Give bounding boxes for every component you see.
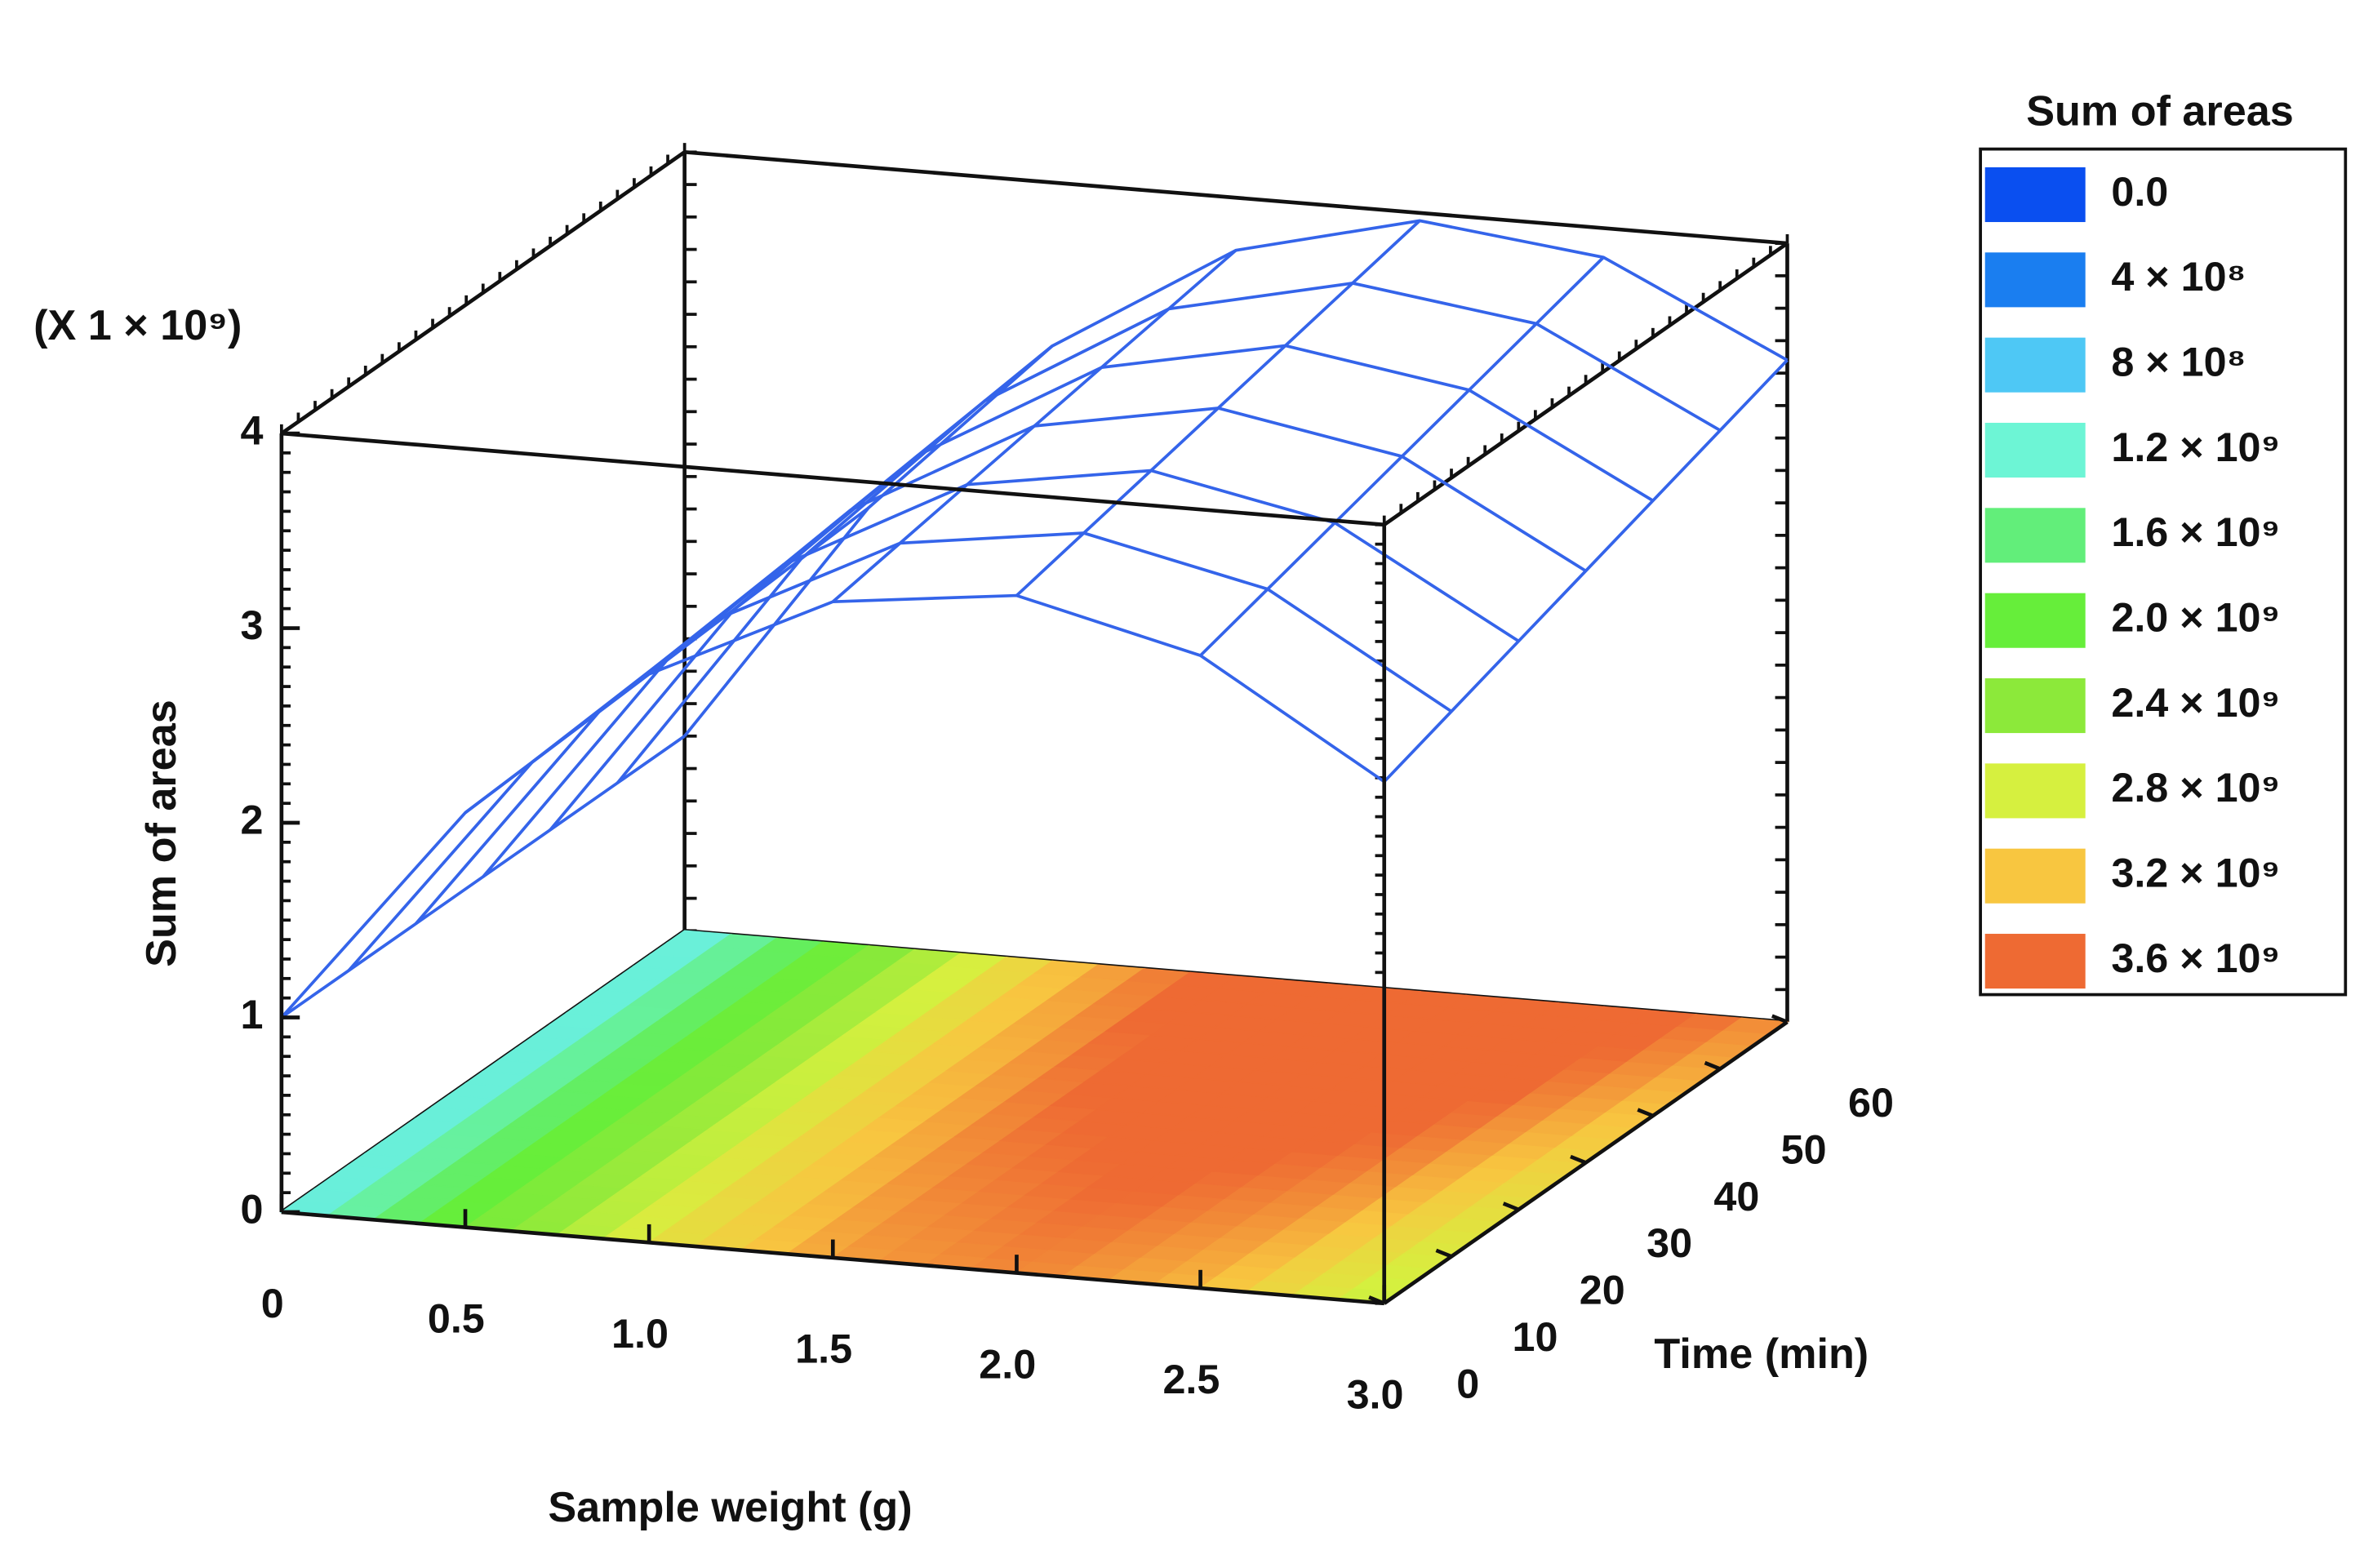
legend-label: 3.2 × 10⁹ [2111, 850, 2280, 896]
legend-swatch [1984, 167, 2086, 223]
x-tick-label: 1.5 [795, 1326, 852, 1372]
legend-swatch [1984, 593, 2086, 648]
legend-label: 8 × 10⁸ [2111, 338, 2246, 384]
z-axis-label: Sum of areas [138, 700, 185, 967]
mesh-line [647, 344, 1054, 676]
x-tick-label: 3.0 [1347, 1371, 1404, 1418]
legend-label: 2.8 × 10⁹ [2111, 764, 2280, 811]
y-tick-label: 60 [1848, 1079, 1894, 1126]
y-tick [1502, 1202, 1520, 1212]
z-tick-label: 0 [241, 1185, 264, 1232]
mesh-line [832, 249, 1238, 603]
x-tick-label: 0.5 [428, 1295, 485, 1341]
y-tick-label: 0 [1456, 1361, 1479, 1407]
box-edge [684, 150, 1788, 246]
y-tick [1771, 1014, 1789, 1024]
legend-swatch [1984, 252, 2086, 308]
legend-swatch [1984, 934, 2086, 989]
mesh-line [1015, 220, 1421, 597]
y-tick-label: 30 [1646, 1219, 1692, 1266]
legend-swatch [1984, 422, 2086, 478]
y-tick-label: 50 [1781, 1126, 1827, 1172]
y-tick-label: 10 [1513, 1313, 1558, 1360]
legend-label: 2.4 × 10⁹ [2111, 679, 2280, 726]
y-tick [1435, 1248, 1452, 1259]
y-tick-label: 40 [1713, 1173, 1759, 1219]
legend-label: 4 × 10⁸ [2111, 253, 2246, 300]
z-tick-label: 1 [241, 991, 264, 1037]
z-tick-label: 4 [241, 406, 264, 453]
x-tick-label: 1.0 [611, 1310, 669, 1357]
legend-swatch [1984, 508, 2086, 563]
z-tick-label: 3 [241, 602, 264, 648]
z-tick-label: 2 [241, 796, 264, 842]
y-tick-label: 20 [1580, 1267, 1625, 1313]
x-tick-label: 2.0 [979, 1340, 1036, 1387]
x-tick-label: 2.5 [1162, 1356, 1220, 1402]
legend-label: 1.2 × 10⁹ [2111, 424, 2280, 470]
x-tick-label: 0 [261, 1280, 284, 1326]
y-tick [1637, 1108, 1654, 1118]
legend-label: 0.0 [2111, 168, 2168, 215]
z-multiplier: (X 1 × 10⁹) [33, 302, 242, 349]
legend-label: 2.0 × 10⁹ [2111, 593, 2280, 640]
y-tick [1570, 1154, 1587, 1165]
box-edge [281, 431, 1384, 527]
mesh-line [1199, 255, 1605, 657]
legend-label: 1.6 × 10⁹ [2111, 509, 2280, 555]
legend-swatch [1984, 848, 2086, 904]
y-axis-label: Time (min) [1654, 1330, 1869, 1378]
legend-swatch [1984, 678, 2086, 734]
legend-label: 3.6 × 10⁹ [2111, 935, 2280, 981]
y-tick [1704, 1060, 1722, 1071]
legend-box [1979, 147, 2348, 997]
mesh-line [280, 735, 686, 1019]
legend-title: Sum of areas [2026, 88, 2294, 135]
x-axis-label: Sample weight (g) [548, 1484, 912, 1531]
y-tick [1368, 1295, 1385, 1305]
legend-swatch [1984, 763, 2086, 819]
legend-swatch [1984, 337, 2086, 393]
mesh-line [1383, 358, 1789, 783]
